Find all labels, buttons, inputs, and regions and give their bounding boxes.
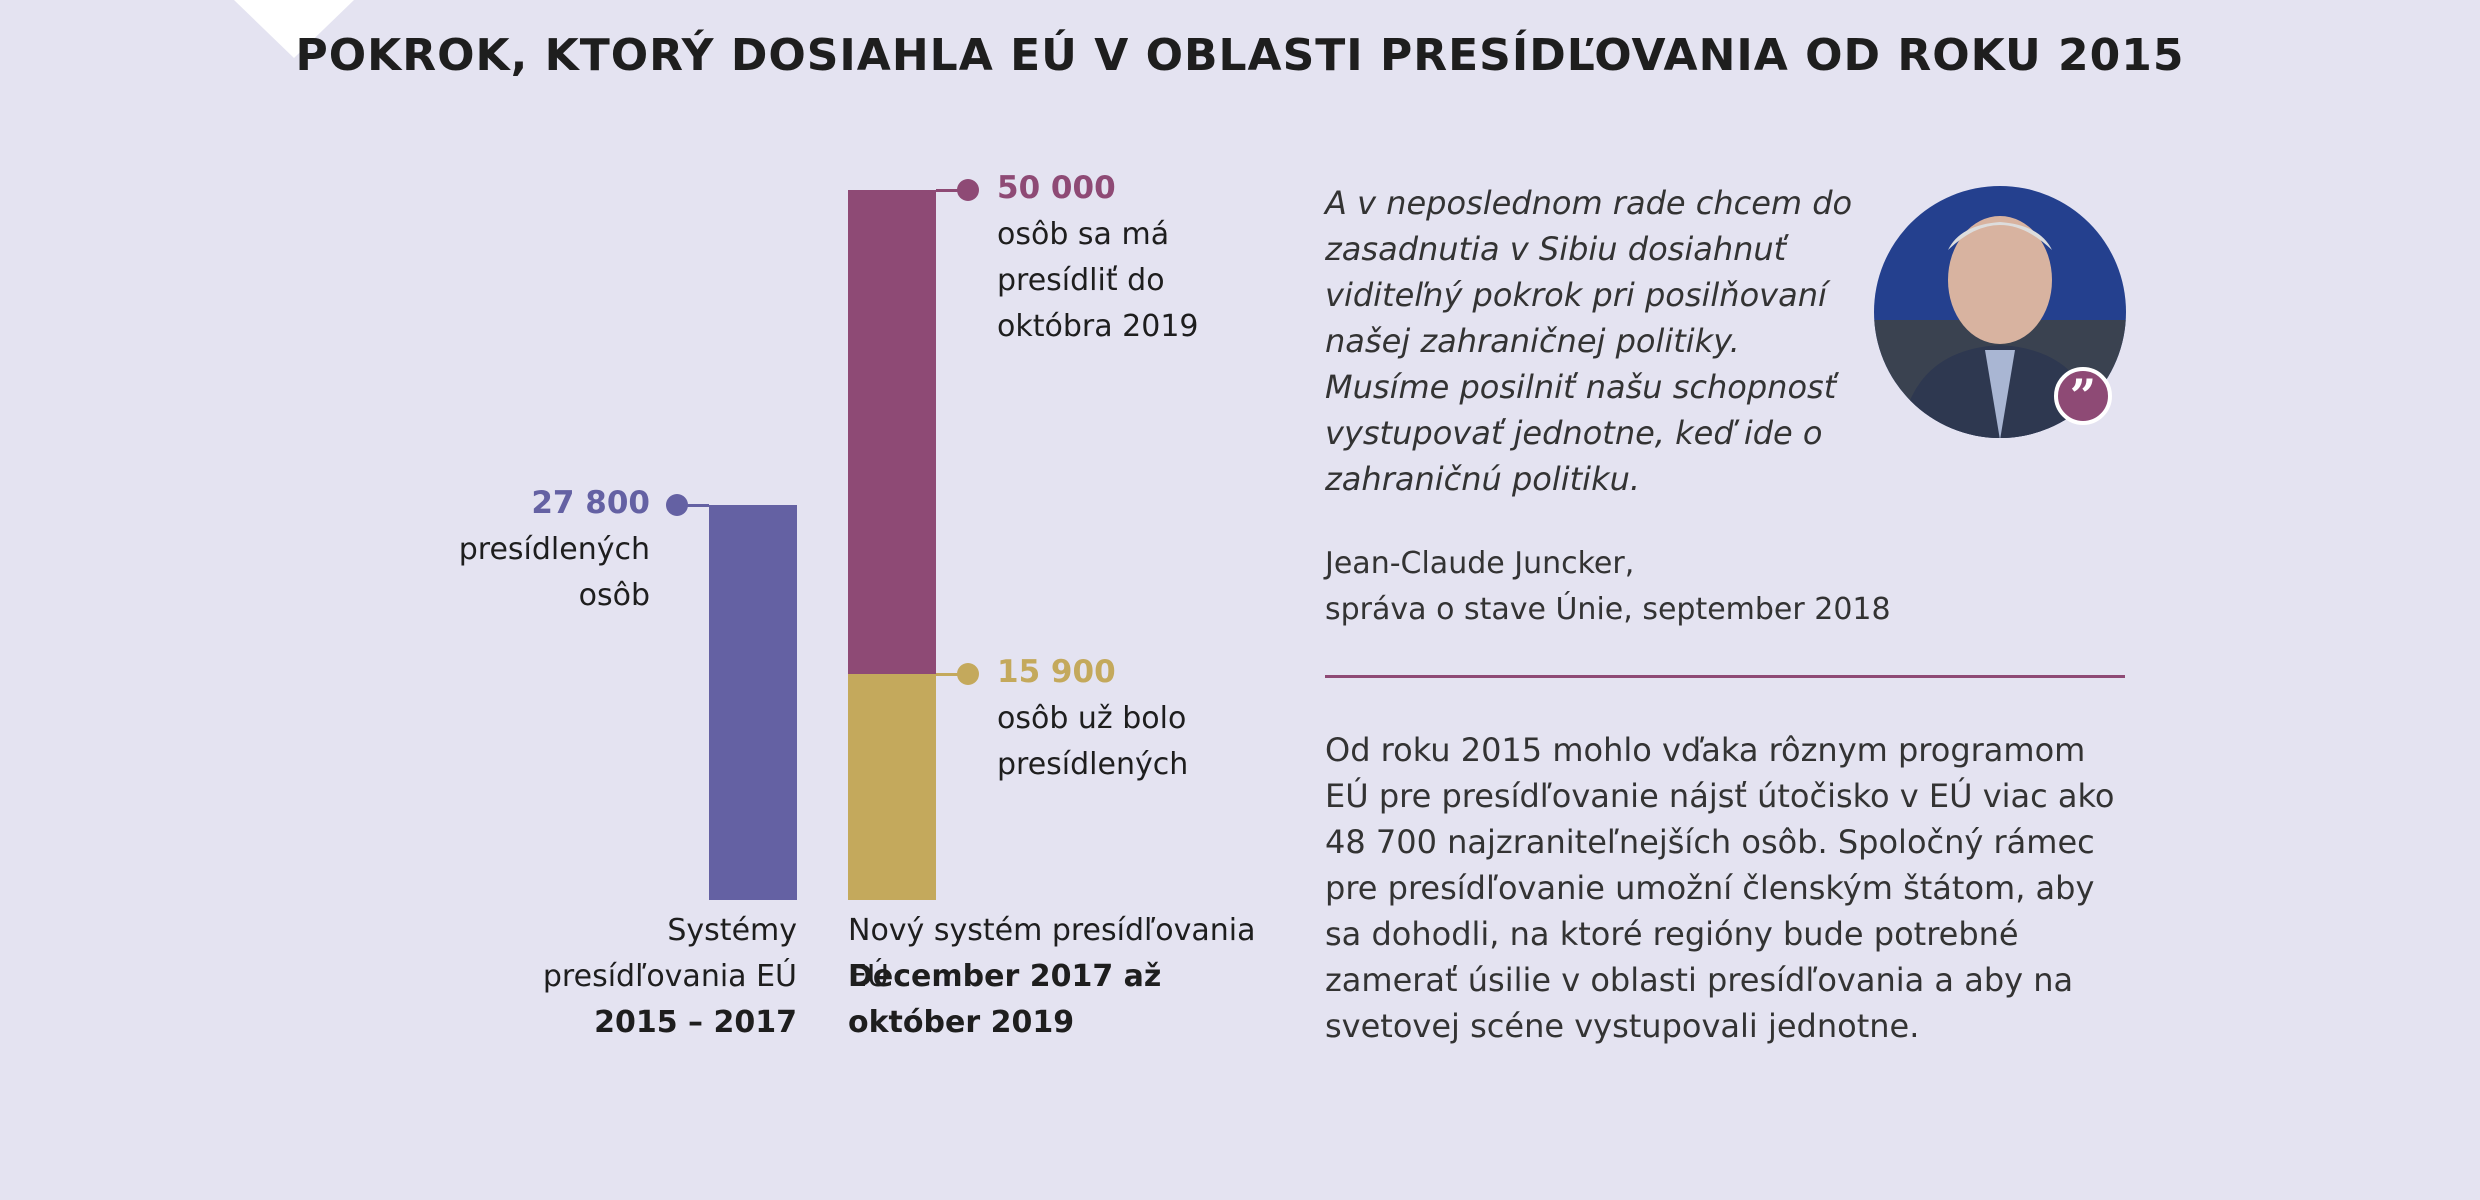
corner-triangle <box>234 0 354 58</box>
leader-line <box>936 673 968 677</box>
bar <box>848 674 936 900</box>
value-description: osôb už bolo presídlených <box>997 701 1189 783</box>
category-label: Systémy presídľovania EÚ <box>542 913 797 994</box>
body-text: Od roku 2015 mohlo vďaka rôznym programo… <box>1325 731 2115 1045</box>
period-label: December 2017 až október 2019 <box>848 959 1162 1040</box>
leader-dot <box>666 494 688 517</box>
leader-line <box>677 504 709 508</box>
leader-line <box>936 189 968 192</box>
category-label: Nový systém presídľovania EÚ <box>848 913 1256 994</box>
value-label: 15 900 <box>997 654 1116 691</box>
quote-badge <box>2054 367 2112 425</box>
quote-author: Jean-Claude Juncker, <box>1325 546 1635 581</box>
bar <box>709 505 797 900</box>
leader-dot <box>957 663 979 686</box>
value-label: 27 800 <box>531 485 650 522</box>
portrait <box>1874 186 2126 438</box>
value-label: 50 000 <box>997 170 1116 206</box>
leader-dot <box>957 179 979 201</box>
period-label: 2015 – 2017 <box>594 1005 797 1040</box>
chart-title: POKROK, KTORÝ DOSIAHLA EÚ V OBLASTI PRES… <box>295 30 2185 81</box>
divider <box>1325 675 2125 678</box>
value-description: presídlených osôb <box>458 532 650 614</box>
quote-mark: ” <box>2070 369 2096 423</box>
quote-text: A v neposlednom rade chcem do zasadnutia… <box>1325 184 1853 498</box>
quote-source: správa o stave Únie, september 2018 <box>1325 592 1891 627</box>
value-description: osôb sa má presídliť do októbra 2019 <box>997 217 1199 344</box>
